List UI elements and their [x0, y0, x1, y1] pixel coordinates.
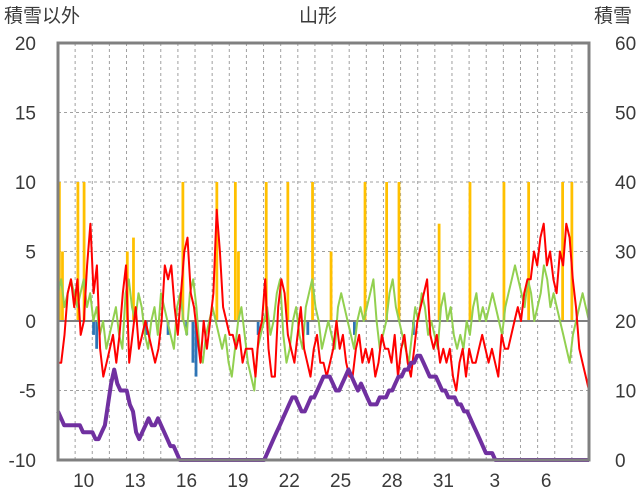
yellow-bar [385, 182, 389, 321]
blue-bar [306, 321, 310, 335]
y-left-tick-label: 15 [15, 104, 36, 125]
x-tick-label: 3 [490, 471, 501, 492]
red-series-line [58, 208, 590, 392]
y-right-tick-label: 50 [615, 104, 636, 125]
x-tick-label: 22 [279, 471, 300, 492]
yellow-bar [527, 182, 531, 321]
x-tick-label: 28 [381, 471, 402, 492]
x-tick-label: 25 [330, 471, 351, 492]
yellow-bar [181, 182, 185, 321]
x-tick-label: 10 [73, 471, 94, 492]
blue-bar [95, 321, 99, 349]
y-left-tick-label: -5 [19, 382, 36, 403]
yellow-bar [286, 182, 290, 321]
x-tick-label: 16 [176, 471, 197, 492]
x-tick-label: 31 [433, 471, 454, 492]
yellow-bar [237, 251, 240, 321]
blue-bar [191, 321, 195, 363]
y-right-label: 積雪 [594, 5, 632, 27]
y-right-tick-label: 20 [615, 312, 636, 333]
yellow-bar [329, 251, 333, 321]
blue-bar [353, 321, 356, 335]
x-tick-label: 13 [125, 471, 146, 492]
x-tick-label: 6 [541, 471, 552, 492]
yellow-bar [570, 182, 574, 321]
y-left-tick-label: -10 [9, 451, 36, 472]
y-right-tick-label: 60 [615, 34, 636, 55]
blue-bar [256, 321, 260, 335]
y-left-tick-label: 20 [15, 34, 36, 55]
yellow-bar [76, 182, 80, 321]
yellow-bar [437, 223, 441, 321]
yellow-bar [82, 182, 86, 321]
chart-title: 山形 [299, 5, 337, 27]
yellow-bar [397, 182, 401, 321]
y-right-tick-label: 0 [615, 451, 626, 472]
yellow-bar [264, 182, 268, 321]
yellow-bar [132, 237, 135, 321]
yellow-bar [311, 182, 314, 321]
x-tick-label: 19 [227, 471, 248, 492]
yellow-bar [561, 182, 564, 321]
y-left-tick-label: 5 [25, 243, 36, 264]
green-series-line [57, 264, 590, 392]
y-left-label: 積雪以外 [4, 5, 80, 27]
yellow-bar [233, 182, 237, 321]
y-right-tick-label: 10 [615, 382, 636, 403]
y-right-tick-label: 30 [615, 243, 636, 264]
blue-bar [194, 321, 198, 377]
yellow-bar [215, 182, 219, 321]
y-left-tick-label: 10 [15, 173, 36, 194]
y-right-tick-label: 40 [615, 173, 636, 194]
yellow-bar [363, 182, 367, 321]
yellow-bar [502, 182, 506, 321]
yellow-bar [468, 182, 472, 321]
y-left-tick-label: 0 [25, 312, 36, 333]
blue-bar [92, 321, 95, 335]
plot-frame [56, 41, 591, 462]
purple-snow-line [56, 353, 589, 462]
